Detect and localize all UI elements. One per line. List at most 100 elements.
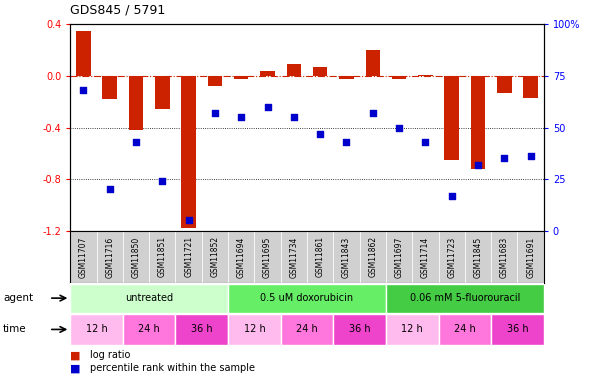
Text: GDS845 / 5791: GDS845 / 5791 [70, 4, 166, 17]
Bar [234, 76, 249, 78]
Point [315, 131, 325, 137]
Bar [70, 231, 97, 283]
Bar [339, 76, 354, 78]
Bar [254, 231, 280, 283]
Point [158, 178, 167, 184]
Text: GSM11691: GSM11691 [526, 236, 535, 278]
Point [473, 162, 483, 168]
Bar [518, 231, 544, 283]
Bar [70, 314, 123, 345]
Point [499, 155, 509, 161]
Bar [280, 231, 307, 283]
Bar [175, 314, 228, 345]
Text: GSM11694: GSM11694 [236, 236, 246, 278]
Bar [155, 76, 170, 109]
Bar [175, 231, 202, 283]
Bar [181, 76, 196, 228]
Text: GSM11683: GSM11683 [500, 236, 509, 278]
Point [289, 114, 299, 120]
Bar [228, 231, 254, 283]
Text: 12 h: 12 h [86, 324, 108, 334]
Text: GSM11850: GSM11850 [131, 236, 141, 278]
Bar [260, 71, 275, 76]
Point [420, 139, 430, 145]
Bar [334, 231, 360, 283]
Text: agent: agent [3, 293, 33, 303]
Text: GSM11716: GSM11716 [105, 236, 114, 278]
Bar [334, 314, 386, 345]
Text: GSM11861: GSM11861 [316, 236, 324, 278]
Text: 36 h: 36 h [349, 324, 370, 334]
Bar [392, 76, 406, 78]
Bar [524, 76, 538, 98]
Bar [208, 76, 222, 86]
Text: 36 h: 36 h [507, 324, 529, 334]
Text: GSM11695: GSM11695 [263, 236, 272, 278]
Bar [491, 314, 544, 345]
Text: GSM11697: GSM11697 [395, 236, 404, 278]
Bar [307, 231, 334, 283]
Text: GSM11862: GSM11862 [368, 236, 378, 278]
Text: GSM11721: GSM11721 [184, 236, 193, 278]
Text: GSM11845: GSM11845 [474, 236, 483, 278]
Bar [386, 314, 439, 345]
Point [105, 186, 115, 192]
Bar [439, 314, 491, 345]
Bar [386, 284, 544, 312]
Point [525, 153, 535, 159]
Point [263, 104, 273, 110]
Text: GSM11843: GSM11843 [342, 236, 351, 278]
Bar [365, 50, 380, 76]
Text: GSM11852: GSM11852 [210, 236, 219, 278]
Point [79, 87, 89, 93]
Bar [313, 67, 327, 76]
Bar [228, 314, 280, 345]
Text: GSM11723: GSM11723 [447, 236, 456, 278]
Bar [123, 231, 149, 283]
Text: GSM11707: GSM11707 [79, 236, 88, 278]
Bar [103, 76, 117, 99]
Text: GSM11851: GSM11851 [158, 236, 167, 278]
Text: percentile rank within the sample: percentile rank within the sample [90, 363, 255, 373]
Bar [491, 231, 518, 283]
Text: 24 h: 24 h [454, 324, 476, 334]
Bar [76, 31, 90, 76]
Point [368, 110, 378, 116]
Bar [439, 231, 465, 283]
Text: 36 h: 36 h [191, 324, 213, 334]
Point [394, 124, 404, 130]
Bar [444, 76, 459, 160]
Text: ■: ■ [70, 351, 81, 360]
Bar [280, 314, 334, 345]
Bar [149, 231, 175, 283]
Point [342, 139, 351, 145]
Point [236, 114, 246, 120]
Text: GSM11734: GSM11734 [290, 236, 298, 278]
Bar [497, 76, 511, 93]
Bar [97, 231, 123, 283]
Bar [287, 64, 301, 76]
Bar [70, 284, 228, 312]
Text: log ratio: log ratio [90, 351, 130, 360]
Text: 24 h: 24 h [296, 324, 318, 334]
Text: time: time [3, 324, 27, 334]
Text: 0.5 uM doxorubicin: 0.5 uM doxorubicin [260, 293, 354, 303]
Bar [202, 231, 228, 283]
Bar [471, 76, 485, 169]
Text: 0.06 mM 5-fluorouracil: 0.06 mM 5-fluorouracil [410, 293, 520, 303]
Point [447, 193, 456, 199]
Bar [386, 231, 412, 283]
Text: 12 h: 12 h [244, 324, 265, 334]
Bar [412, 231, 439, 283]
Bar [360, 231, 386, 283]
Text: ■: ■ [70, 363, 81, 373]
Text: 24 h: 24 h [138, 324, 160, 334]
Text: untreated: untreated [125, 293, 174, 303]
Bar [228, 284, 386, 312]
Bar [418, 75, 433, 76]
Bar [123, 314, 175, 345]
Bar [465, 231, 491, 283]
Bar [129, 76, 143, 130]
Point [210, 110, 220, 116]
Point [184, 217, 194, 223]
